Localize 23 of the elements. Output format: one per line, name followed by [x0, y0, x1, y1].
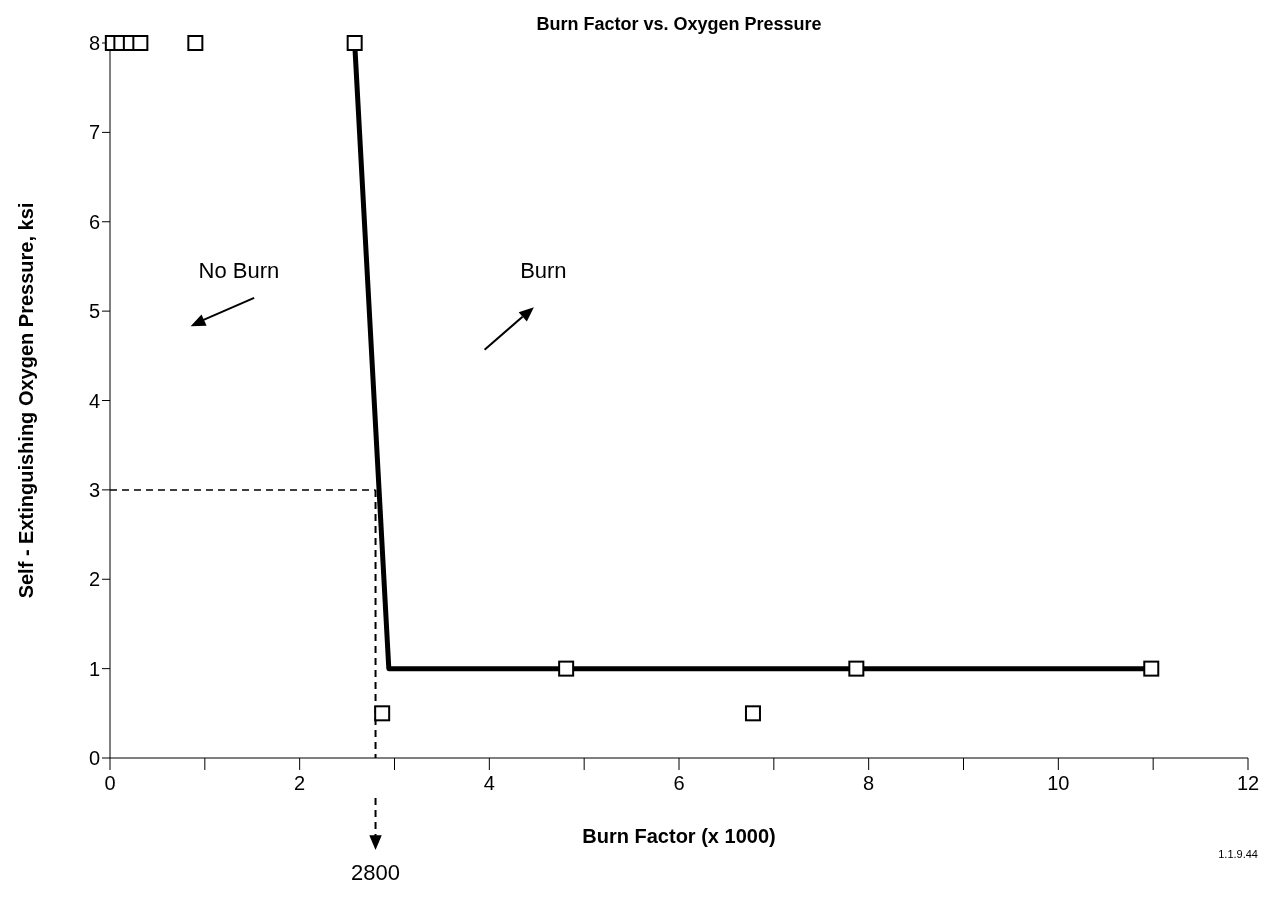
y-tick-label: 8: [88, 32, 100, 55]
y-tick-label: 0: [88, 747, 100, 770]
x-tick-label: 2: [294, 772, 306, 794]
y-tick-label: 5: [88, 300, 100, 323]
chart-title: Burn Factor vs. Oxygen Pressure: [535, 14, 823, 35]
x-tick-label: 4: [483, 772, 495, 794]
text: 1.1.9.44: [1218, 848, 1258, 860]
x-tick-label: 0: [104, 772, 116, 794]
x-tick-label: 6: [673, 772, 685, 794]
y-tick-label: 7: [88, 121, 100, 144]
y-tick-label: 6: [88, 210, 100, 233]
annotation: Burn: [519, 257, 568, 284]
y-tick-label: 2: [88, 568, 100, 591]
y-axis-title: Self - Extinguishing Oxygen Pressure, ksi: [15, 202, 38, 599]
x-tick-label: 10: [1047, 772, 1070, 794]
y-tick-label: 3: [88, 478, 100, 501]
x-tick-label: 12: [1236, 772, 1260, 794]
y-tick-label: 4: [88, 389, 100, 412]
ref-line-label: 2800: [351, 860, 401, 885]
x-tick-label: 8: [863, 772, 875, 794]
annotation: No Burn: [197, 257, 281, 284]
y-tick-label: 1: [88, 657, 100, 680]
x-axis-title: Burn Factor (x 1000): [582, 825, 776, 847]
